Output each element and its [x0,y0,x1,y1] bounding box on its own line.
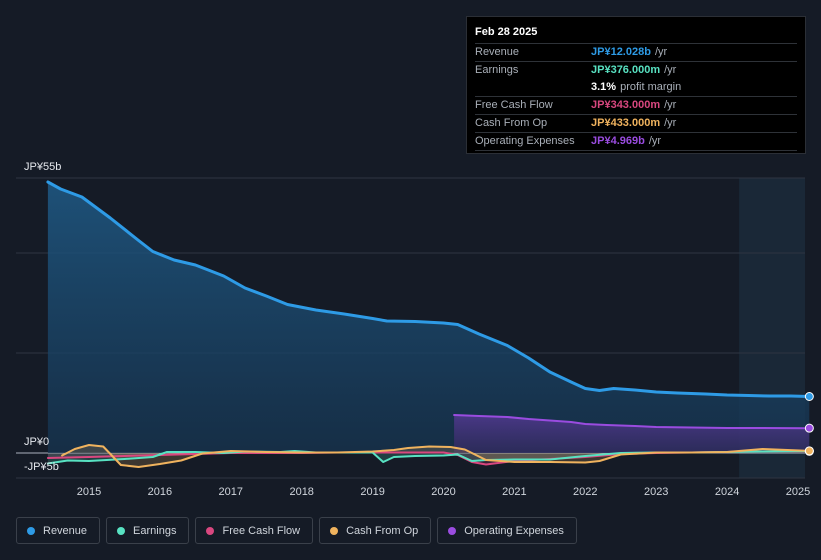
tooltip-date: Feb 28 2025 [475,23,797,44]
tooltip-label [475,79,591,96]
tooltip-unit: /yr [654,46,668,58]
operating-expenses-area [454,415,810,453]
chart-area: JP¥55b JP¥0 -JP¥5b 2015 2016 2017 2018 2019 2020… [16,161,814,498]
tooltip-label: Operating Expenses [475,135,575,147]
legend-item-earnings[interactable]: Earnings [106,517,190,544]
tooltip-row-cash-from-op: Cash From Op JP¥433.000m /yr [475,115,797,133]
tooltip-label: Cash From Op [475,117,548,129]
revenue-line [46,180,811,398]
x-tick-label: 2025 [786,486,810,498]
legend-dot-icon [206,526,215,535]
tooltip-row-revenue: Revenue JP¥12.028b /yr [475,44,797,62]
legend-label: Operating Expenses [464,524,564,537]
legend-dot-icon [117,526,126,535]
tooltip-value: JP¥4.969b [591,135,645,147]
tooltip-unit: /yr [664,64,677,76]
tooltip-unit: profit margin [620,81,682,93]
tooltip-row-operating-expenses: Operating Expenses JP¥4.969b /yr [475,133,797,151]
x-tick-label: 2021 [502,486,526,498]
legend-item-revenue[interactable]: Revenue [16,517,101,544]
tooltip-value: JP¥343.000m [591,99,661,111]
cash-from-op-area [62,445,810,467]
tooltip-label: Free Cash Flow [475,99,553,111]
chart-legend: Revenue Earnings Free Cash Flow Cash Fro… [16,517,577,544]
y-axis-label-top: JP¥55b [24,161,61,173]
cash-from-op-line [61,444,811,468]
tooltip-value: 3.1% [591,81,617,93]
tooltip-value: JP¥12.028b [591,46,651,58]
tooltip-label: Earnings [475,64,519,76]
legend-label: Earnings [133,524,177,537]
legend-item-cash-from-op[interactable]: Cash From Op [319,517,432,544]
legend-dot-icon [330,526,339,535]
y-axis-label-bottom: -JP¥5b [24,461,59,473]
revenue-endpoint [804,392,814,401]
tooltip-unit: /yr [664,117,677,129]
cash-from-op-endpoint [804,446,814,456]
tooltip-value: JP¥376.000m [591,64,661,76]
x-tick-label: 2020 [431,486,455,498]
operating-expenses-line [453,414,811,430]
tooltip-unit: /yr [648,135,662,147]
x-tick-label: 2016 [148,486,172,498]
x-tick-label: 2018 [289,486,313,498]
tooltip-row-profit-margin: 3.1% profit margin [475,79,797,97]
x-tick-label: 2022 [573,486,597,498]
legend-dot-icon [448,526,457,535]
y-axis-label-zero: JP¥0 [24,436,49,448]
revenue-area [47,182,810,453]
legend-label: Free Cash Flow [222,524,301,537]
x-tick-label: 2023 [644,486,668,498]
tooltip-unit: /yr [664,99,677,111]
x-tick-label: 2017 [219,486,243,498]
x-tick-label: 2015 [77,486,101,498]
tooltip-label: Revenue [475,46,520,58]
x-tick-label: 2024 [715,486,739,498]
tooltip-row-earnings: Earnings JP¥376.000m /yr [475,62,797,79]
legend-label: Revenue [43,524,88,537]
operating-expenses-endpoint [804,423,814,433]
tooltip-row-free-cash-flow: Free Cash Flow JP¥343.000m /yr [475,97,797,115]
legend-label: Cash From Op [346,524,419,537]
legend-dot-icon [27,526,35,535]
earnings-line [46,450,811,465]
legend-item-operating-expenses[interactable]: Operating Expenses [437,517,577,544]
legend-item-free-cash-flow[interactable]: Free Cash Flow [195,517,314,544]
x-tick-label: 2019 [360,486,384,498]
tooltip-value: JP¥433.000m [591,117,661,129]
data-tooltip: Feb 28 2025 Revenue JP¥12.028b /yr Earni… [466,16,806,154]
